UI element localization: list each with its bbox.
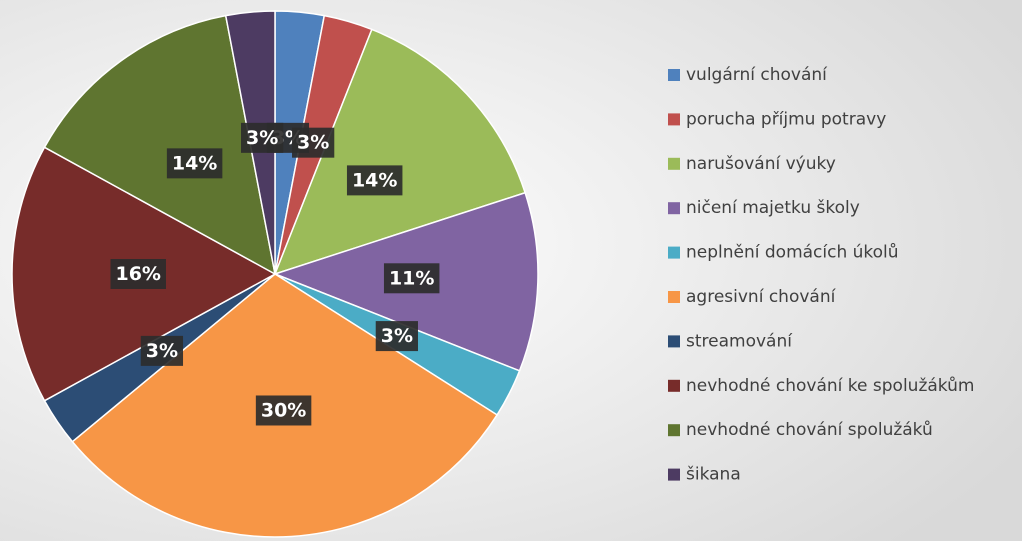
legend-label: nevhodné chování ke spolužákům: [686, 376, 974, 396]
legend-label: nevhodné chování spolužáků: [686, 420, 933, 440]
legend-swatch: [668, 202, 680, 215]
legend-label: porucha příjmu potravy: [686, 109, 886, 129]
data-label: 14%: [352, 169, 397, 191]
legend-swatch: [668, 157, 680, 170]
data-label-box: [110, 259, 166, 289]
data-label: 30%: [261, 399, 306, 421]
legend-label: neplnění domácích úkolů: [686, 243, 899, 263]
data-label: 3%: [297, 132, 329, 154]
data-label: 11%: [389, 267, 434, 289]
data-label: 14%: [172, 152, 217, 174]
data-label-box: [240, 122, 284, 153]
legend-swatch: [668, 424, 680, 437]
legend-label: narušování výuky: [686, 154, 836, 174]
data-label: 3%: [146, 340, 178, 362]
legend-label: agresivní chování: [686, 287, 837, 307]
data-label-box: [383, 263, 440, 294]
legend-label: streamování: [686, 331, 793, 351]
data-label-box: [375, 321, 418, 352]
legend-label: ničení majetku školy: [686, 198, 860, 218]
pie-slice: [43, 14, 277, 276]
data-label: 3%: [246, 127, 278, 149]
legend-swatch: [668, 69, 680, 81]
legend-swatch: [668, 246, 680, 259]
data-label-box: [140, 335, 184, 366]
data-label: 3%: [381, 325, 413, 347]
legend-swatch: [668, 113, 680, 126]
legend-label: vulgární chování: [686, 65, 828, 85]
data-label-box: [255, 395, 312, 426]
legend-swatch: [668, 335, 680, 348]
data-label-box: [292, 127, 335, 158]
data-label: 16%: [115, 263, 160, 285]
legend-swatch: [668, 468, 680, 481]
data-label-box: [166, 148, 223, 179]
legend-label: šikana: [686, 465, 741, 485]
data-label-box: [346, 165, 403, 196]
legend-swatch: [668, 379, 680, 392]
legend-swatch: [668, 291, 680, 303]
